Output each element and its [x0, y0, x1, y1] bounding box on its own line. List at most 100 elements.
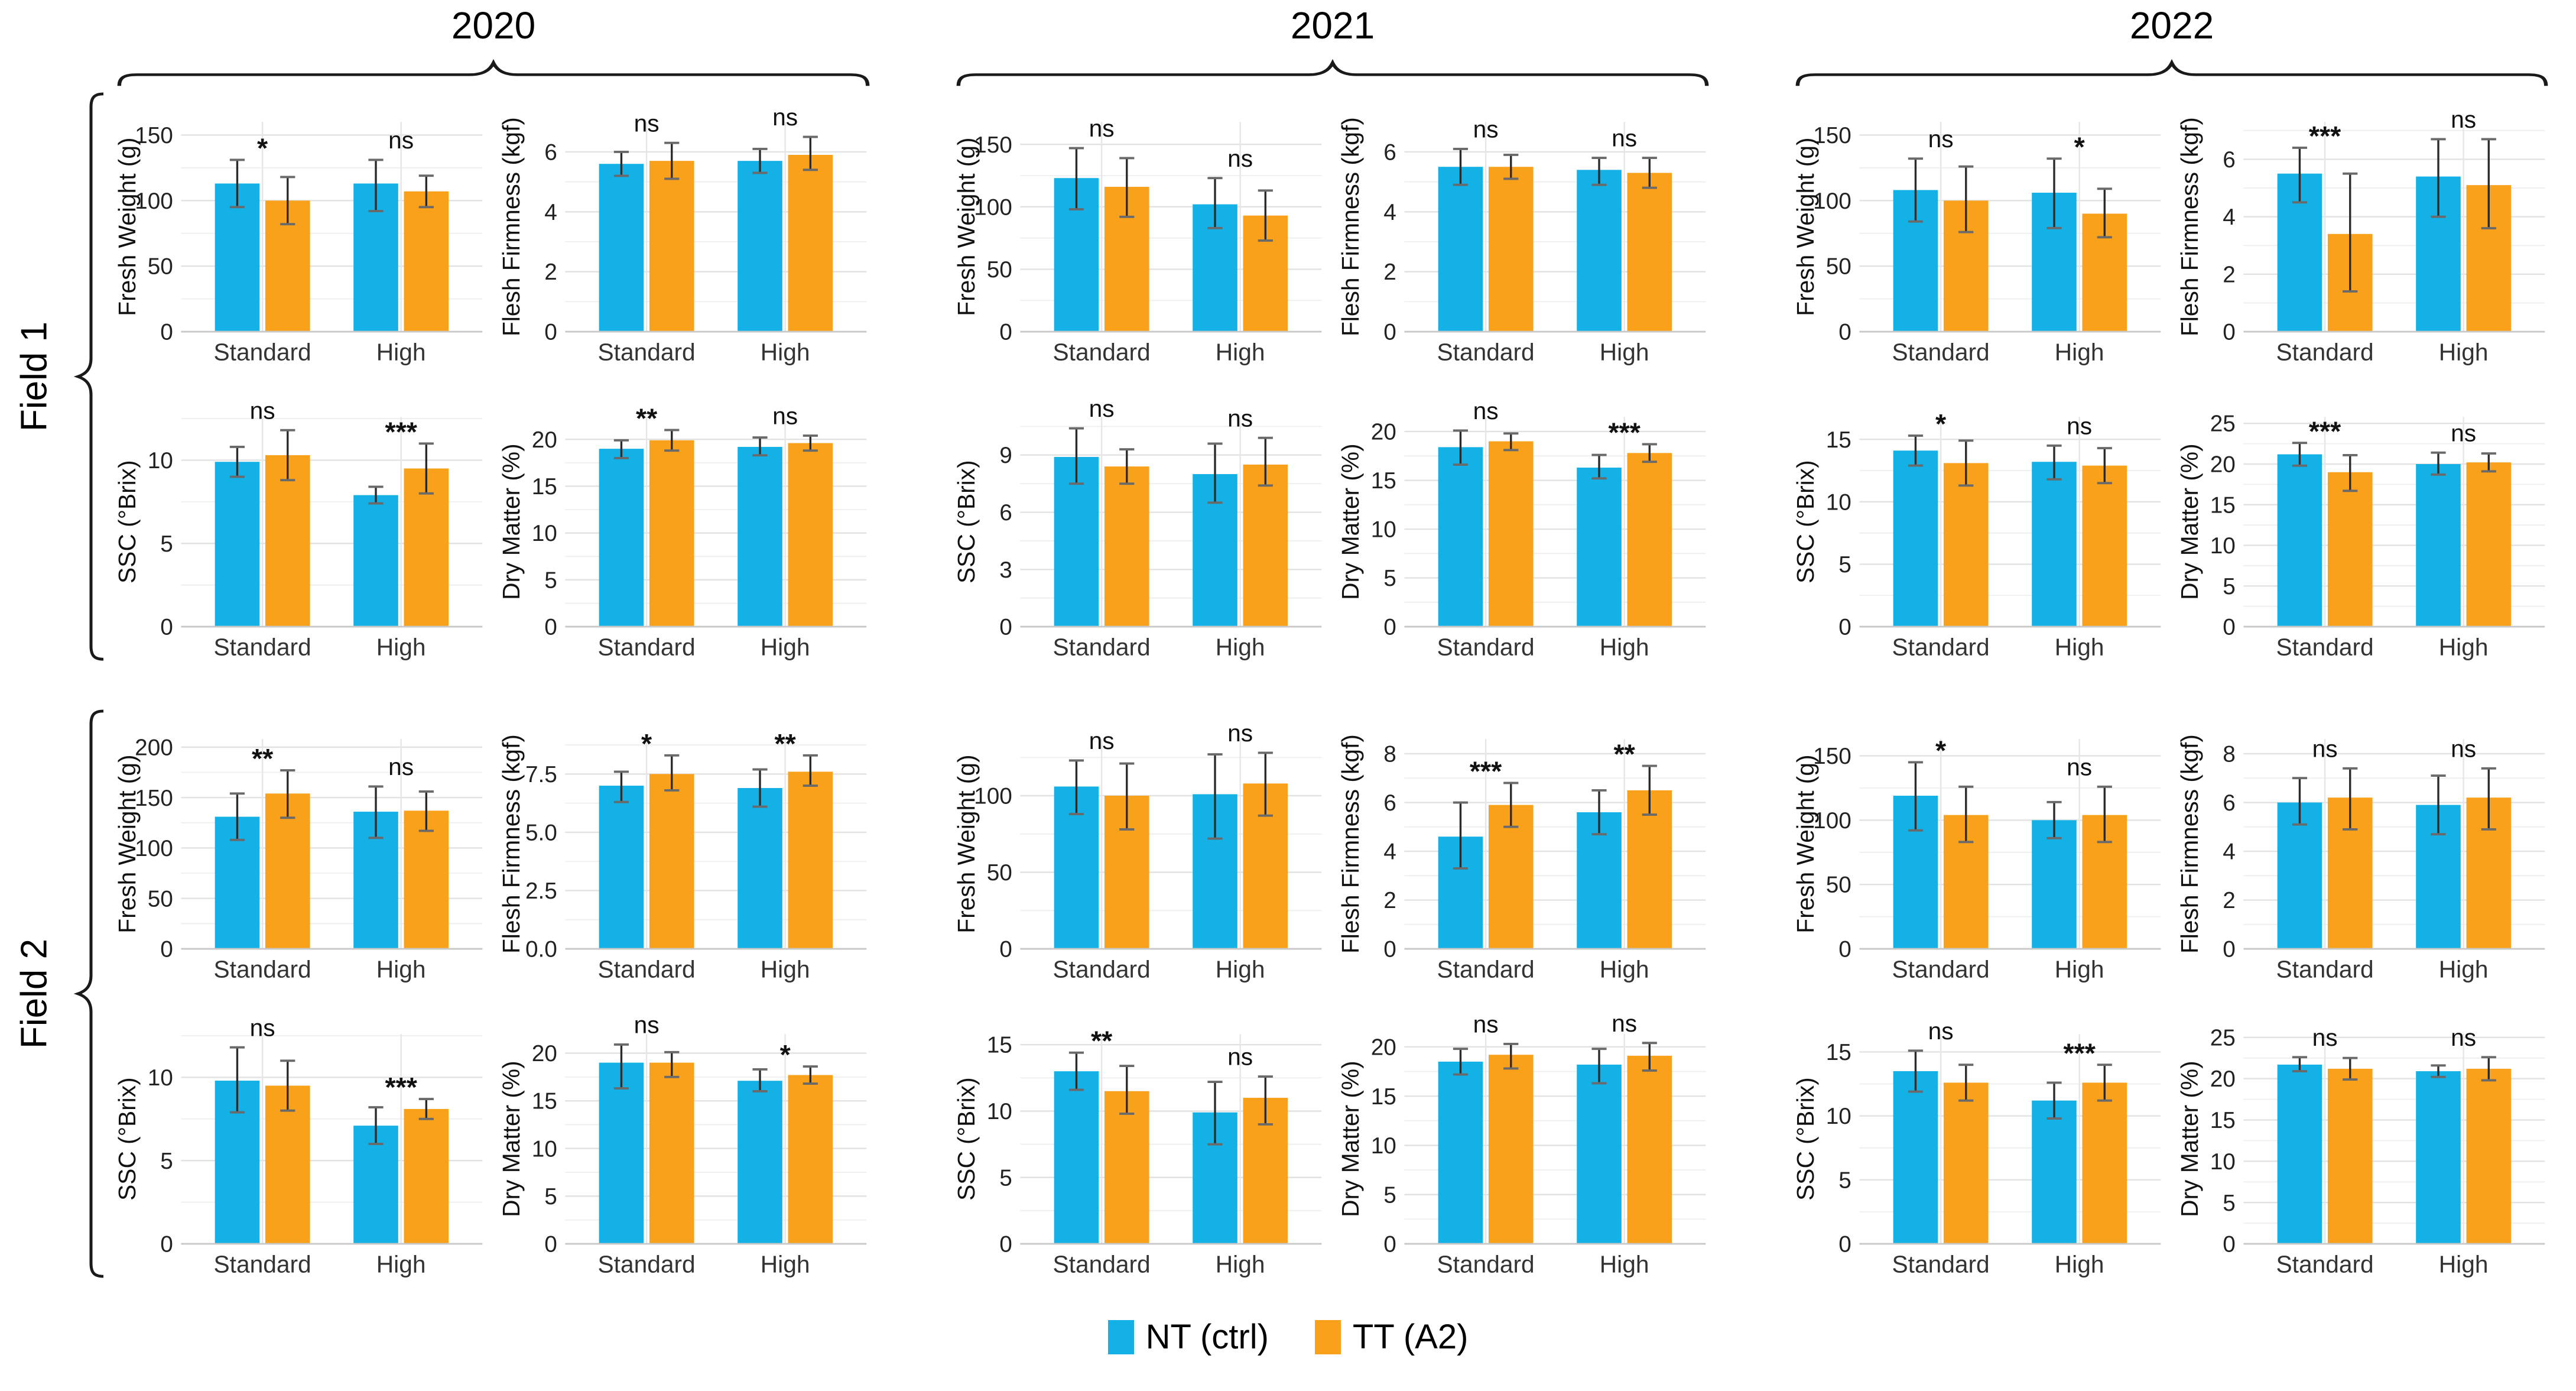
y-tick-label: 4 [1383, 200, 1396, 225]
sig-label: ns [2451, 1024, 2476, 1051]
y-tick-label: 3 [999, 557, 1012, 583]
y-tick-label: 100 [974, 194, 1012, 220]
block-2021-field2: ns ns 0 50 100 Standard High Fresh Weight (g) *… [951, 706, 1714, 1282]
year-header-2022: 2022 [1791, 0, 2553, 89]
y-tick-label: 2 [2223, 888, 2236, 913]
y-tick-label: 50 [987, 860, 1012, 886]
sig-label: ** [1614, 739, 1636, 770]
sig-label: *** [1608, 417, 1641, 448]
y-tick-label: 8 [1383, 742, 1396, 767]
y-axis-title: Flesh Firmness (kgf) [498, 734, 525, 954]
chart-2020-field2-fresh-weight: ** ns 0 50 100 150 200 Standard High Fresh Weight… [112, 706, 490, 987]
y-axis-title: Dry Matter (%) [498, 443, 525, 600]
chart-2021-field2-fresh-weight: ns ns 0 50 100 Standard High Fresh Weight (g) [951, 706, 1330, 987]
bar-nt [599, 449, 644, 627]
year-column-2021: 2021 ns ns 0 50 100 150 Standard High Fresh Weig… [951, 0, 1714, 1282]
y-tick-label: 50 [1826, 254, 1851, 280]
x-tick-label: High [1600, 955, 1649, 983]
legend-swatch-tt [1314, 1319, 1341, 1354]
sig-label: ns [2067, 412, 2092, 439]
sig-label: ns [1928, 1017, 1954, 1045]
y-tick-label: 15 [987, 1033, 1012, 1058]
x-tick-label: Standard [1892, 338, 1989, 365]
year-label-2022: 2022 [2129, 4, 2214, 47]
block-2022-field2: * ns 0 50 100 150 Standard High Fresh Weight (g)… [1791, 706, 2553, 1282]
y-tick-label: 20 [1371, 1035, 1396, 1060]
y-tick-label: 10 [532, 1136, 557, 1162]
bar-tt [404, 810, 449, 949]
sig-label: ** [1091, 1026, 1113, 1056]
sig-label: ns [250, 1014, 275, 1041]
y-tick-label: 150 [974, 132, 1012, 158]
y-tick-label: 4 [1383, 839, 1396, 865]
y-tick-label: 10 [2210, 1149, 2236, 1175]
bar-tt [1943, 1082, 1989, 1244]
y-axis-title: Flesh Firmness (kgf) [1337, 117, 1364, 336]
x-tick-label: High [2439, 1250, 2489, 1277]
year-column-2022: 2022 ns * 0 50 100 150 Standard High Fresh Weigh… [1791, 0, 2553, 1282]
sig-label: *** [2309, 416, 2341, 446]
y-tick-label: 10 [2210, 533, 2236, 559]
sig-label: ns [1227, 719, 1253, 747]
chart-2022-field2-ssc: ns *** 0 5 10 15 Standard High SSC (°Brix) [1791, 1001, 2169, 1282]
y-tick-label: 0 [1838, 1232, 1851, 1257]
x-tick-label: High [2055, 633, 2104, 660]
sig-label: ns [772, 103, 798, 131]
chart-2022-field1-flesh-firmness: *** ns 0 2 4 6 Standard High Flesh Firmness (kgf… [2175, 89, 2553, 369]
y-tick-label: 0 [2223, 937, 2236, 962]
sig-label: * [641, 728, 652, 759]
y-tick-label: 0 [1838, 937, 1851, 962]
y-tick-label: 200 [135, 735, 173, 760]
sig-label: ns [1473, 397, 1499, 424]
x-tick-label: High [2439, 955, 2489, 983]
chart-2020-field1-ssc: ns *** 0 5 10 Standard High SSC (°Brix) [112, 384, 490, 664]
x-tick-label: High [376, 1250, 426, 1277]
y-tick-label: 20 [1371, 420, 1396, 445]
block-2021-field1: ns ns 0 50 100 150 Standard High Fresh Weight (g… [951, 89, 1714, 664]
chart-2021-field2-dry-matter: ns ns 0 5 10 15 20 Standard High Dry Matter (%) [1336, 1001, 1714, 1282]
y-tick-label: 8 [2223, 742, 2236, 767]
sig-label: ns [2451, 735, 2476, 762]
year-brace-2020 [117, 59, 870, 86]
sig-label: ns [1227, 404, 1253, 432]
chart-2020-field2-dry-matter: ns * 0 5 10 15 20 Standard High Dry Matter (%) [496, 1001, 875, 1282]
x-tick-label: Standard [1892, 955, 1989, 983]
bar-nt [2277, 454, 2322, 627]
sig-label: * [780, 1039, 791, 1070]
chart-2022-field1-dry-matter: *** ns 0 5 10 15 20 25 Standard High Dry Matter (%… [2175, 384, 2553, 664]
sig-label: ns [250, 397, 275, 424]
year-label-2020: 2020 [451, 4, 536, 47]
sig-label: ns [1089, 395, 1115, 422]
chart-2022-field2-flesh-firmness: ns ns 0 2 4 6 8 Standard High Flesh Firmness (kgf… [2175, 706, 2553, 987]
charts-grid: 2020 * ns 0 50 100 150 Standard High Fresh Weigh… [112, 0, 2553, 1282]
bar-tt [1943, 463, 1989, 627]
x-tick-label: Standard [1437, 633, 1534, 660]
bar-tt [1627, 790, 1672, 949]
y-tick-label: 50 [1826, 873, 1851, 898]
x-tick-label: High [2439, 633, 2489, 660]
x-tick-label: Standard [2276, 338, 2373, 365]
y-tick-label: 0 [160, 615, 173, 640]
bar-tt [1627, 1055, 1672, 1244]
legend: NT (ctrl) TT (A2) [0, 1317, 2576, 1357]
bar-nt [599, 786, 644, 949]
bar-tt [788, 1075, 833, 1244]
x-tick-label: Standard [2276, 1250, 2373, 1277]
x-tick-label: High [1216, 633, 1265, 660]
y-tick-label: 5 [160, 1149, 173, 1174]
year-brace-2022 [1795, 59, 2548, 86]
bar-tt [2327, 472, 2373, 627]
x-tick-label: Standard [1053, 955, 1150, 983]
y-axis-title: Fresh Weight (g) [953, 754, 980, 933]
bar-tt [1627, 173, 1672, 332]
bar-tt [404, 468, 449, 627]
x-tick-label: Standard [213, 1250, 311, 1277]
y-tick-label: 6 [2223, 790, 2236, 816]
bar-tt [649, 440, 694, 627]
y-tick-label: 6 [1383, 790, 1396, 816]
sig-label: * [257, 133, 268, 164]
x-tick-label: High [376, 955, 426, 983]
bar-tt [649, 774, 694, 949]
bar-nt [1577, 170, 1622, 332]
sig-label: *** [2309, 121, 2341, 151]
